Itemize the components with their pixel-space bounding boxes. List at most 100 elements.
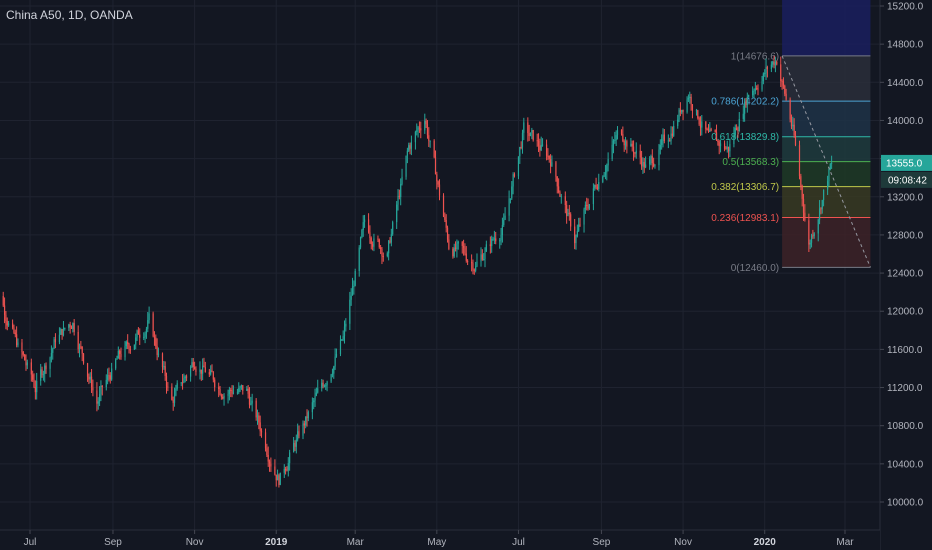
candle-body <box>691 104 694 111</box>
candle-body <box>307 412 309 419</box>
candle-body <box>386 253 388 257</box>
candle-body <box>331 373 334 375</box>
candle-body <box>380 247 382 249</box>
candle-body <box>25 360 27 366</box>
candle-body <box>697 110 699 118</box>
candle-body <box>715 132 718 141</box>
time-axis[interactable]: Jul Sep Nov 2019 Mar May Jul Sep Nov 2020 Mar <box>0 529 880 550</box>
symbol-title[interactable]: China A50, 1D, OANDA <box>6 8 133 22</box>
candle-body <box>790 119 793 127</box>
candle-body <box>776 61 778 65</box>
last-price-label: 13555.0 <box>886 158 923 169</box>
candle-body <box>549 159 552 167</box>
candle-body <box>392 222 394 235</box>
candle-body <box>274 466 276 475</box>
candle-body <box>481 254 483 260</box>
candle-body <box>485 244 487 252</box>
candle-body <box>537 140 540 146</box>
candle-body <box>737 130 739 132</box>
candle-body <box>568 212 570 215</box>
fib-trend-line[interactable] <box>781 55 871 268</box>
candle-body <box>547 155 549 157</box>
candle-body <box>305 416 307 426</box>
candle-body <box>208 372 210 375</box>
candle-body <box>200 369 202 374</box>
candle-body <box>231 390 233 394</box>
candle-body <box>12 323 14 328</box>
candle-body <box>626 141 628 147</box>
candle-body <box>475 266 477 271</box>
candle-body <box>194 367 196 369</box>
fib-zone <box>782 136 871 162</box>
candle-body <box>671 133 673 136</box>
candle-body <box>139 334 141 338</box>
candle-body <box>135 337 137 345</box>
candle-body <box>82 353 85 364</box>
candle-body <box>764 73 766 75</box>
candle-body <box>551 162 553 167</box>
candle-body <box>111 368 113 380</box>
candle-body <box>286 470 288 472</box>
candle-body <box>773 61 775 66</box>
candle-body <box>429 140 431 142</box>
price-tick-label: 12800.0 <box>887 230 924 241</box>
candle-body <box>611 144 613 159</box>
candle-body <box>436 174 438 182</box>
candle-body <box>548 155 550 160</box>
candle-body <box>789 99 791 120</box>
candle-body <box>673 125 675 136</box>
price-tick-label: 14800.0 <box>887 40 924 51</box>
candle-body <box>616 130 619 136</box>
candle-body <box>240 385 243 387</box>
candle-body <box>409 145 411 149</box>
candle-body <box>733 134 735 145</box>
candle-body <box>259 422 261 432</box>
candle-body <box>303 423 305 426</box>
candle-body <box>604 172 607 175</box>
candle-body <box>812 235 814 237</box>
candle-body <box>323 385 326 387</box>
candle-body <box>445 219 447 228</box>
fib-level-label: 0(12460.0) <box>731 263 779 274</box>
candle-body <box>260 431 263 433</box>
candle-body <box>267 454 269 462</box>
candle-body <box>734 128 736 135</box>
candle-body <box>829 163 831 170</box>
candle-body <box>161 353 164 367</box>
candle-body <box>315 392 317 396</box>
candle-body <box>69 324 71 327</box>
candle-body <box>400 183 402 197</box>
candle-body <box>183 378 185 383</box>
candle-body <box>579 224 581 226</box>
fib-level-label: 0.5(13568.3) <box>722 157 779 168</box>
candle-body <box>718 141 720 147</box>
candle-body <box>101 385 103 388</box>
candle-body <box>258 415 260 423</box>
candle-body <box>98 393 101 402</box>
candle-body <box>397 195 399 205</box>
last-price-tag[interactable] <box>881 154 932 171</box>
candle-body <box>437 181 439 185</box>
candle-body <box>446 227 449 240</box>
candle-body <box>230 389 232 391</box>
fib-retracement[interactable]: 1(14676.6)0.786(14202.2)0.618(13829.8)0.… <box>711 0 871 274</box>
candle-body <box>493 238 495 240</box>
candle-body <box>381 248 383 256</box>
candle-body <box>333 366 335 374</box>
candle-body <box>255 400 257 418</box>
candle-body <box>536 140 538 142</box>
candle-body <box>339 339 342 354</box>
candle-body <box>330 374 332 382</box>
candle-body <box>408 145 410 151</box>
price-axis[interactable]: 10000.0 10400.0 10800.0 11200.0 11600.0 12000… <box>879 0 932 550</box>
candle-body <box>264 432 267 449</box>
candle-body <box>297 431 299 440</box>
candle-body <box>414 131 417 143</box>
candle-body <box>285 468 287 471</box>
candle-body <box>650 156 652 160</box>
candle-body <box>596 187 599 190</box>
candle-body <box>689 96 691 98</box>
candle-body <box>453 247 455 257</box>
